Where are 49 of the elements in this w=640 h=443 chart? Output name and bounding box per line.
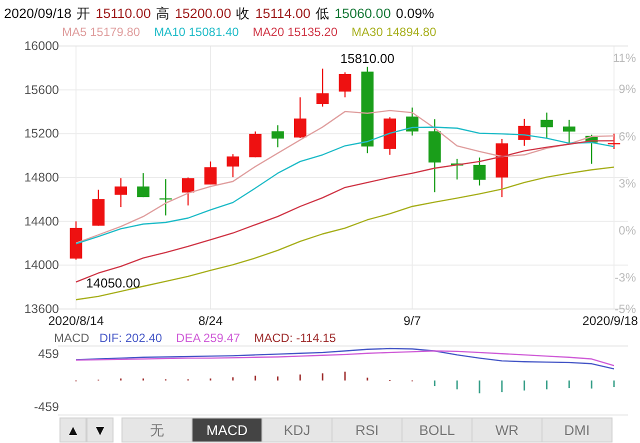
header: 15060.00 bbox=[334, 6, 391, 21]
ytick: 14400 bbox=[24, 214, 59, 228]
annotation: 15810.00 bbox=[340, 50, 395, 66]
button-label: ▲ bbox=[66, 422, 80, 438]
y2tick: 3% bbox=[618, 176, 636, 190]
xtick: 8/24 bbox=[198, 314, 223, 328]
y2tick: 9% bbox=[618, 82, 636, 96]
header: 2020/09/18 bbox=[4, 6, 72, 21]
ytick: 459 bbox=[38, 347, 59, 362]
legend: DEA 259.47 bbox=[176, 331, 240, 345]
ytick: 14800 bbox=[24, 170, 59, 184]
legend: MA5 15179.80 bbox=[62, 25, 140, 39]
header: 15200.00 bbox=[174, 6, 232, 21]
button-label: RSI bbox=[355, 422, 379, 438]
ytick: -459 bbox=[34, 400, 59, 414]
button-label: 无 bbox=[150, 422, 164, 438]
legend: MA10 15081.40 bbox=[154, 25, 239, 39]
legend: MACD: -114.15 bbox=[254, 331, 336, 345]
header: 0.09% bbox=[396, 6, 434, 21]
button-label: ▼ bbox=[93, 422, 107, 438]
y2tick: 6% bbox=[618, 129, 636, 144]
y2tick: 11% bbox=[612, 50, 636, 65]
legend: DIF: 202.40 bbox=[99, 331, 162, 345]
legend: MA20 15135.20 bbox=[252, 25, 338, 39]
ytick: 13600 bbox=[24, 302, 59, 316]
y2tick: -3% bbox=[614, 270, 636, 285]
button-label: DMI bbox=[564, 422, 590, 438]
ytick: 15600 bbox=[24, 82, 59, 97]
y2tick: -5% bbox=[614, 302, 636, 316]
header: 15114.00 bbox=[255, 6, 311, 21]
annotation: 14050.00 bbox=[86, 276, 140, 291]
header: 15110.00 bbox=[96, 6, 151, 21]
header: 收 bbox=[236, 6, 250, 21]
button-label: BOLL bbox=[419, 422, 455, 438]
header: 高 bbox=[156, 6, 170, 21]
xtick: 9/7 bbox=[404, 314, 421, 328]
ytick: 16000 bbox=[24, 39, 59, 53]
xtick: 2020/9/18 bbox=[582, 314, 638, 328]
legend: MA30 14894.80 bbox=[352, 25, 436, 39]
header: 开 bbox=[76, 6, 91, 21]
ytick: 14000 bbox=[24, 258, 59, 272]
button-label: MACD bbox=[206, 422, 248, 438]
button-label: WR bbox=[495, 422, 519, 438]
y2tick: 0% bbox=[618, 224, 636, 238]
header: 低 bbox=[316, 6, 330, 21]
ytick: 15200 bbox=[24, 126, 59, 141]
button-label: KDJ bbox=[284, 422, 310, 438]
title: MACD bbox=[54, 331, 90, 345]
xtick: 2020/8/14 bbox=[48, 314, 104, 328]
